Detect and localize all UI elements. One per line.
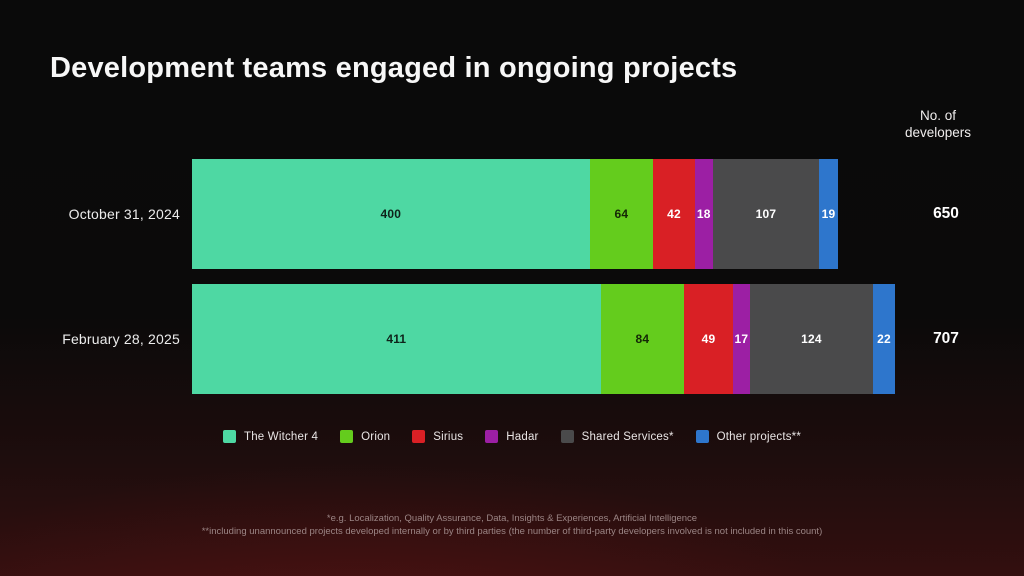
- legend-swatch-icon: [340, 430, 354, 443]
- bar-segment: 411: [192, 284, 601, 394]
- segment-value: 18: [696, 207, 711, 221]
- legend-label: Hadar: [506, 430, 539, 443]
- bar-row: February 28, 2025 411 84 49 17 124 22 707: [0, 284, 1024, 394]
- legend-item: The Witcher 4: [222, 430, 319, 443]
- segment-value: 49: [701, 332, 716, 346]
- legend-label: Other projects**: [716, 430, 802, 443]
- legend-item: Shared Services*: [560, 430, 674, 443]
- segment-value: 107: [755, 207, 777, 221]
- right-axis-header: No. of developers: [878, 107, 998, 141]
- bar-segment: 42: [653, 159, 695, 269]
- row-total: 650: [933, 205, 959, 222]
- segment-value: 17: [734, 332, 749, 346]
- legend-label: The Witcher 4: [243, 430, 319, 443]
- legend-label: Orion: [361, 430, 391, 443]
- bar-segment: 64: [589, 159, 654, 269]
- segment-value: 411: [386, 332, 407, 346]
- row-total: 707: [933, 330, 959, 347]
- legend-swatch-icon: [485, 430, 499, 443]
- page-title: Development teams engaged in ongoing pro…: [50, 52, 738, 84]
- bar-segment: 49: [684, 284, 733, 394]
- segment-value: 64: [614, 207, 629, 221]
- bar-segment: 18: [694, 159, 713, 269]
- legend-swatch-icon: [560, 430, 574, 443]
- legend-item: Other projects**: [695, 430, 802, 443]
- legend-item: Orion: [340, 430, 390, 443]
- bar-segment: 124: [749, 284, 874, 394]
- bar-segment: 17: [732, 284, 750, 394]
- legend-item: Hadar: [485, 430, 538, 443]
- bar-segment: 84: [600, 284, 685, 394]
- segment-value: 19: [821, 207, 836, 221]
- stacked-bar: 400 64 42 18 107 19: [192, 159, 838, 269]
- row-label: October 31, 2024: [68, 206, 180, 222]
- right-axis-header-line1: No. of: [919, 108, 957, 123]
- row-label: February 28, 2025: [62, 331, 180, 347]
- bar-segment: 22: [873, 284, 895, 394]
- bar-segment: 107: [712, 159, 820, 269]
- legend-label: Sirius: [433, 430, 464, 443]
- segment-value: 84: [635, 332, 650, 346]
- legend-swatch-icon: [222, 430, 236, 443]
- footnote-shared-services: *e.g. Localization, Quality Assurance, D…: [326, 513, 698, 524]
- footnote-other-projects: **including unannounced projects develop…: [201, 526, 823, 537]
- right-axis-header-line2: developers: [904, 125, 972, 140]
- segment-value: 42: [667, 207, 681, 221]
- segment-value: 22: [877, 332, 891, 346]
- legend-swatch-icon: [412, 430, 426, 443]
- legend-label: Shared Services*: [581, 430, 674, 443]
- legend-item: Sirius: [412, 430, 463, 443]
- bar-segment: 19: [819, 159, 838, 269]
- bar-segment: 400: [192, 159, 590, 269]
- footnotes: *e.g. Localization, Quality Assurance, D…: [0, 512, 1024, 538]
- segment-value: 400: [380, 207, 402, 221]
- segment-value: 124: [801, 332, 822, 346]
- stacked-bar: 411 84 49 17 124 22: [192, 284, 895, 394]
- chart-legend: The Witcher 4 Orion Sirius Hadar Shared Serv…: [0, 430, 1024, 443]
- legend-swatch-icon: [695, 430, 709, 443]
- bar-row: October 31, 2024 400 64 42 18 107 19 650: [0, 159, 1024, 269]
